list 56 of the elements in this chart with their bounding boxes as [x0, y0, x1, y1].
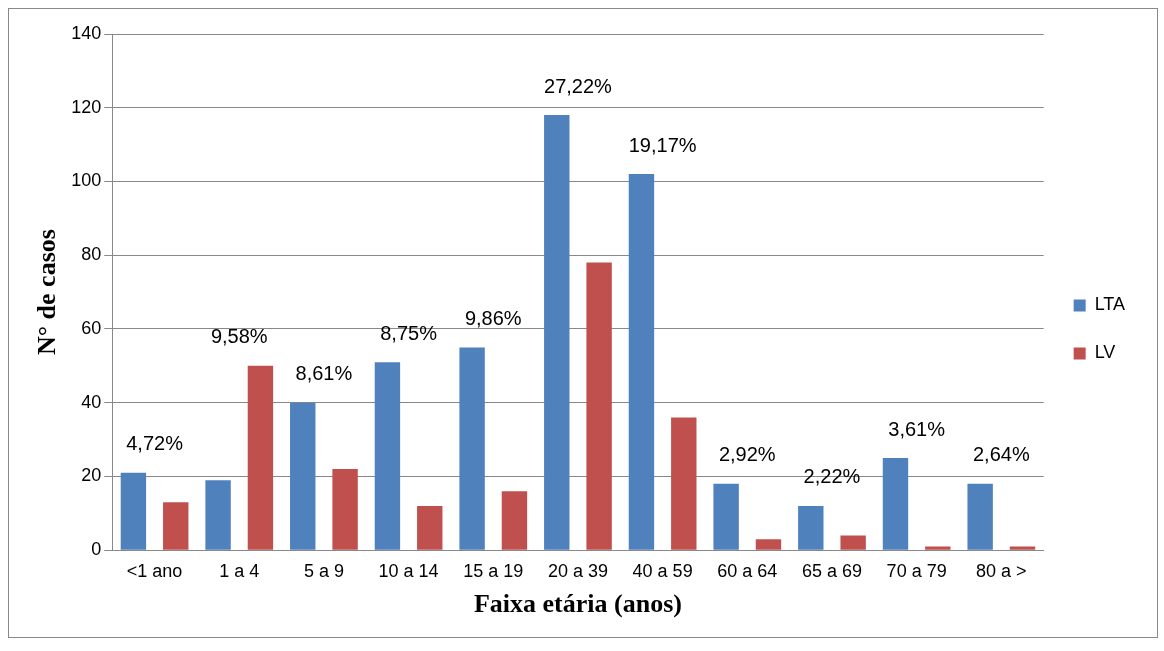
x-tick-label: <1 ano: [126, 560, 183, 581]
bar: [586, 262, 612, 550]
y-tick-label: 120: [71, 96, 102, 117]
y-tick-label: 60: [81, 317, 102, 338]
x-tick-label: 15 a 19: [463, 560, 524, 581]
x-tick-label: 10 a 14: [378, 560, 439, 581]
x-tick-label: 65 a 69: [801, 560, 862, 581]
annotation: 2,92%: [718, 443, 776, 466]
annotation: 27,22%: [544, 74, 613, 97]
y-tick-label: 140: [71, 22, 102, 43]
annotation: 3,61%: [888, 417, 946, 440]
x-tick-label: 20 a 39: [547, 560, 608, 581]
bar: [798, 505, 824, 550]
x-tick-label: 60 a 64: [717, 560, 778, 581]
bar: [925, 546, 951, 550]
x-tick-label: 80 a >: [976, 560, 1027, 581]
bar: [967, 483, 993, 550]
bar: [417, 505, 443, 550]
x-tick-label: 5 a 9: [303, 560, 344, 581]
y-tick-label: 0: [91, 539, 102, 560]
x-tick-label: 70 a 79: [886, 560, 947, 581]
bar: [459, 347, 485, 550]
x-axis-title: Faixa etária (anos): [473, 589, 682, 619]
bar: [1009, 546, 1036, 550]
x-tick-label: 1 a 4: [219, 560, 260, 581]
bar: [163, 502, 189, 550]
annotation: 19,17%: [628, 133, 697, 156]
bar: [628, 174, 655, 550]
bar: [247, 365, 274, 550]
annotation: 9,86%: [464, 306, 522, 329]
legend-label: LTA: [1094, 294, 1125, 315]
y-tick-label: 100: [71, 170, 102, 191]
annotation: 4,72%: [126, 432, 184, 455]
bar: [332, 469, 358, 550]
bar: [290, 402, 316, 550]
y-tick-label: 40: [81, 391, 102, 412]
annotation: 2,64%: [972, 443, 1030, 466]
bar: [840, 535, 866, 550]
annotation: 8,75%: [380, 321, 438, 344]
bar: [501, 491, 528, 550]
legend-label: LV: [1094, 342, 1116, 363]
bar: [671, 417, 697, 550]
y-axis-title: N° de casos: [32, 229, 62, 356]
x-tick-label: 40 a 59: [632, 560, 693, 581]
bar: [544, 115, 570, 550]
bar: [755, 539, 782, 550]
bar: [882, 458, 909, 550]
annotation: 9,58%: [210, 325, 268, 348]
y-tick-label: 20: [81, 465, 102, 486]
y-tick-label: 80: [81, 244, 102, 265]
bar: [120, 472, 147, 550]
annotation: 2,22%: [803, 465, 861, 488]
bar: [205, 480, 231, 550]
bar: [713, 483, 739, 550]
bar: [374, 362, 401, 550]
annotation: 8,61%: [295, 362, 353, 385]
